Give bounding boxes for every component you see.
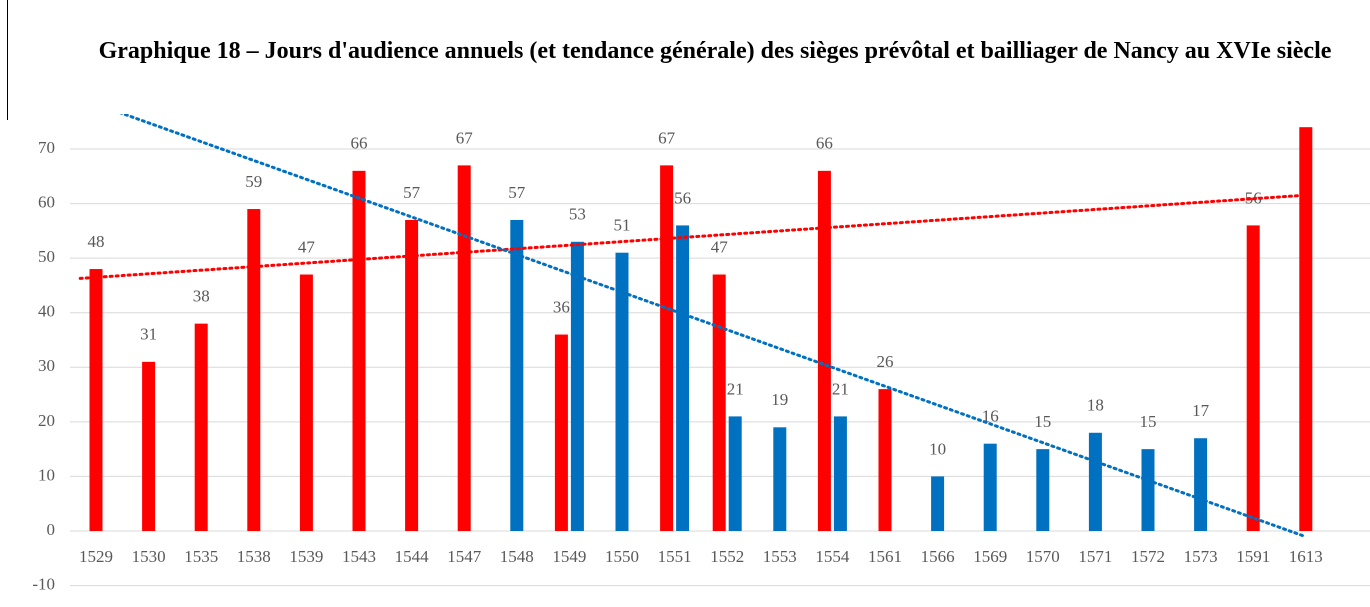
data-label: 15: [1140, 412, 1157, 431]
data-label: 47: [711, 237, 729, 256]
x-tick-label: 1538: [237, 547, 271, 566]
x-tick-label: 1549: [552, 547, 586, 566]
data-label: 57: [508, 183, 526, 202]
bar: [1141, 449, 1155, 531]
x-tick-label: 1572: [1131, 547, 1165, 566]
x-tick-label: 1543: [342, 547, 376, 566]
data-label: 21: [832, 379, 849, 398]
bar: [1194, 438, 1208, 531]
trendline: [78, 193, 1308, 280]
data-label: 19: [771, 390, 788, 409]
bar: [712, 274, 726, 531]
x-tick-label: 1551: [658, 547, 692, 566]
x-tick-label: 1566: [921, 547, 955, 566]
data-label: 57: [403, 183, 421, 202]
bar: [142, 361, 156, 531]
bar: [615, 252, 629, 531]
x-tick-label: 1561: [868, 547, 902, 566]
data-label: 26: [877, 352, 894, 371]
data-label: 66: [816, 134, 833, 153]
bar: [457, 165, 471, 532]
data-label: 51: [614, 216, 631, 235]
x-tick-label: 1573: [1184, 547, 1218, 566]
bar: [676, 225, 690, 531]
bar: [510, 219, 524, 532]
data-label: 59: [245, 172, 262, 191]
x-tick-label: 1570: [1026, 547, 1060, 566]
data-label: 67: [456, 128, 474, 147]
data-label: 36: [553, 297, 570, 316]
bar: [89, 269, 103, 531]
data-label: 56: [674, 188, 691, 207]
data-label: 18: [1087, 396, 1104, 415]
data-label: 17: [1192, 401, 1210, 420]
data-label: 48: [88, 232, 105, 251]
x-tick-label: 1548: [500, 547, 534, 566]
y-tick-label: 70: [38, 138, 55, 157]
x-tick-label: 1529: [79, 547, 113, 566]
bar: [570, 241, 584, 532]
x-tick-label: 1535: [184, 547, 218, 566]
bar: [833, 416, 847, 531]
bar: [194, 323, 208, 531]
bar: [728, 416, 742, 531]
data-label: 10: [929, 439, 946, 458]
x-tick-label: 1553: [763, 547, 797, 566]
data-label: 53: [569, 205, 586, 224]
x-tick-label: 1530: [132, 547, 166, 566]
trendline: [119, 114, 1308, 539]
y-tick-label: 20: [38, 411, 55, 430]
x-tick-label: 1571: [1078, 547, 1112, 566]
bar: [983, 443, 997, 531]
data-label: 31: [140, 325, 157, 344]
data-label: 15: [1034, 412, 1051, 431]
bar: [299, 274, 313, 531]
bar: [931, 476, 945, 531]
x-tick-label: 1539: [289, 547, 323, 566]
bar: [817, 170, 831, 531]
x-tick-label: 1544: [395, 547, 430, 566]
x-tick-label: 1569: [973, 547, 1007, 566]
bar: [1088, 432, 1102, 531]
x-tick-label: 1550: [605, 547, 639, 566]
data-label: 38: [193, 287, 210, 306]
y-tick-label: -10: [32, 574, 55, 593]
bar: [554, 334, 568, 531]
y-tick-label: 40: [38, 302, 55, 321]
bar: [773, 427, 787, 531]
bar: [1246, 225, 1260, 531]
x-tick-label: 1613: [1289, 547, 1323, 566]
x-tick-label: 1591: [1236, 547, 1270, 566]
bar: [352, 170, 366, 531]
x-tick-label: 1554: [815, 547, 850, 566]
x-tick-label: 1547: [447, 547, 482, 566]
bar: [1299, 127, 1313, 531]
data-label: 66: [351, 134, 368, 153]
bar: [405, 219, 419, 532]
data-label: 67: [658, 128, 676, 147]
chart-title: Graphique 18 – Jours d'audience annuels …: [98, 38, 1332, 64]
y-tick-label: 30: [38, 356, 55, 375]
y-tick-label: 10: [38, 465, 55, 484]
y-tick-label: 50: [38, 247, 55, 266]
x-tick-label: 1552: [710, 547, 744, 566]
bar: [660, 165, 674, 532]
bar: [878, 389, 892, 531]
bar: [247, 209, 261, 532]
y-tick-label: 60: [38, 192, 55, 211]
data-label: 47: [298, 237, 316, 256]
bar: [1036, 449, 1050, 531]
data-label: 21: [727, 379, 744, 398]
y-tick-label: 0: [47, 520, 56, 539]
frame-line: [7, 0, 8, 120]
